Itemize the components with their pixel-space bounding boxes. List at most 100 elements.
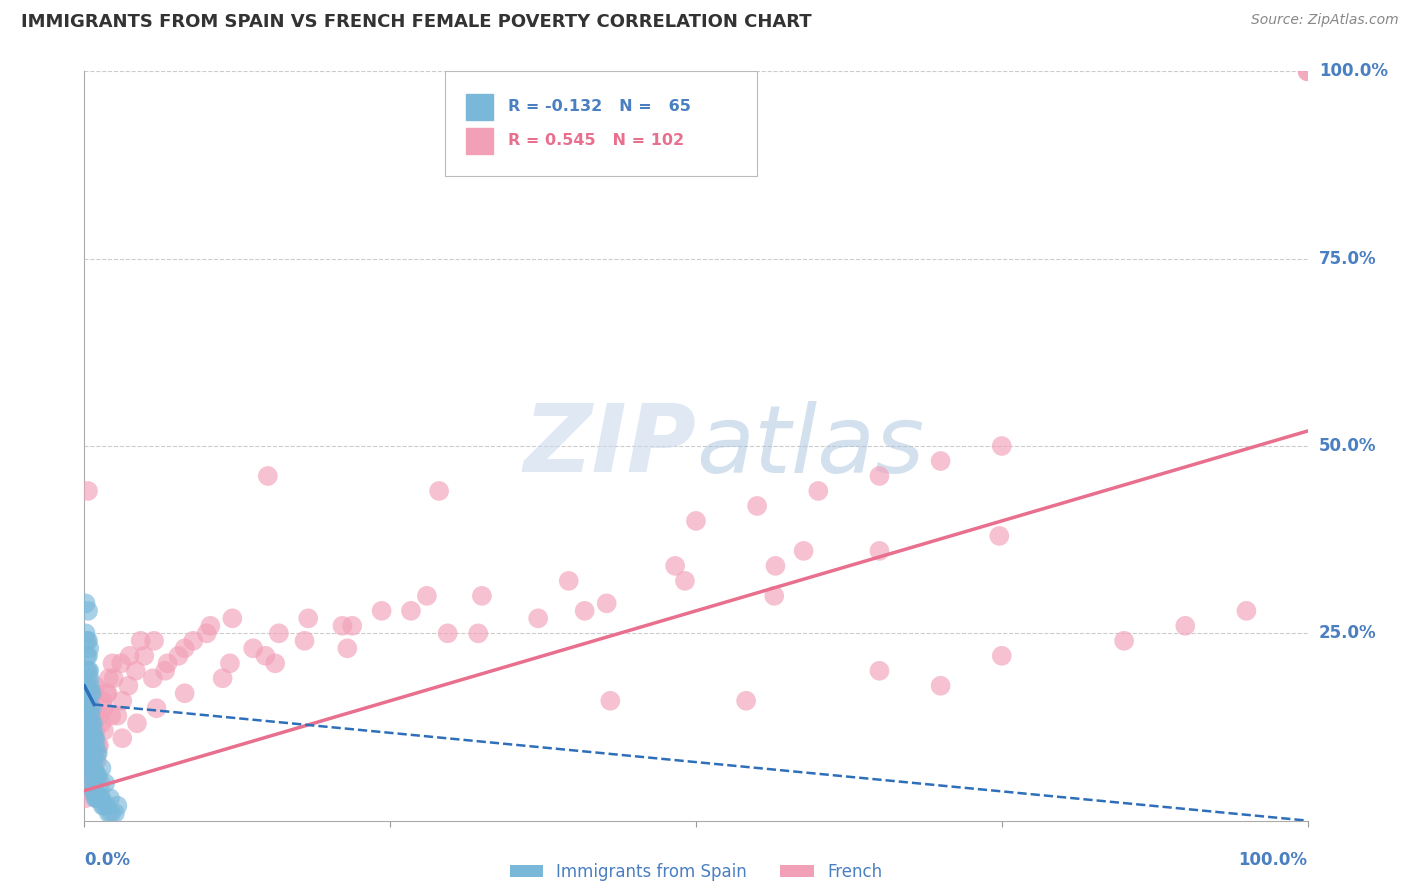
Point: [869, 664, 891, 678]
Point: [77, 483, 100, 498]
Bar: [465, 128, 494, 153]
Point: [93, 701, 115, 715]
Point: [125, 716, 148, 731]
Point: [87, 791, 110, 805]
Point: [142, 671, 165, 685]
Text: atlas: atlas: [696, 401, 924, 491]
Point: [80, 708, 103, 723]
Point: [86, 746, 108, 760]
Point: [87, 746, 110, 760]
Point: [117, 679, 139, 693]
Point: [110, 657, 132, 671]
Point: [111, 694, 134, 708]
Point: [599, 694, 621, 708]
Text: Source: ZipAtlas.com: Source: ZipAtlas.com: [1251, 13, 1399, 28]
Point: [83, 783, 105, 797]
Text: 100.0%: 100.0%: [1319, 62, 1388, 80]
Point: [294, 633, 316, 648]
Point: [527, 611, 550, 625]
Point: [98, 791, 121, 805]
Point: [156, 657, 179, 671]
Point: [75, 701, 97, 715]
Point: [200, 619, 222, 633]
Text: 75.0%: 75.0%: [1319, 250, 1376, 268]
Point: [87, 708, 110, 723]
Point: [267, 626, 290, 640]
Point: [929, 679, 952, 693]
FancyBboxPatch shape: [446, 71, 758, 177]
Point: [87, 791, 110, 805]
Point: [83, 746, 105, 760]
Point: [76, 754, 98, 768]
Point: [558, 574, 581, 588]
Point: [77, 761, 100, 775]
Point: [254, 648, 277, 663]
Point: [96, 798, 118, 813]
Point: [673, 574, 696, 588]
Point: [80, 686, 103, 700]
Point: [242, 641, 264, 656]
Point: [90, 791, 112, 805]
Point: [104, 806, 127, 821]
Point: [75, 791, 97, 805]
Point: [84, 769, 107, 783]
Point: [219, 657, 242, 671]
Point: [77, 604, 100, 618]
Text: R = -0.132   N =   65: R = -0.132 N = 65: [508, 99, 690, 114]
Point: [82, 701, 104, 715]
Point: [90, 761, 112, 775]
Point: [84, 739, 107, 753]
Point: [80, 746, 103, 760]
Point: [167, 648, 190, 663]
Point: [84, 731, 107, 746]
Point: [685, 514, 707, 528]
Point: [988, 529, 1011, 543]
Point: [143, 633, 166, 648]
Point: [84, 723, 107, 738]
Point: [105, 798, 128, 813]
Point: [869, 544, 891, 558]
Point: [332, 619, 354, 633]
Point: [100, 708, 122, 723]
Point: [76, 679, 98, 693]
Point: [77, 746, 100, 760]
Point: [75, 783, 97, 797]
Point: [76, 769, 98, 783]
Point: [84, 791, 107, 805]
Point: [77, 664, 100, 678]
Point: [436, 626, 458, 640]
Point: [76, 664, 98, 678]
Point: [89, 791, 111, 805]
Point: [173, 686, 195, 700]
Point: [77, 671, 100, 685]
Point: [765, 558, 787, 573]
Point: [929, 454, 952, 468]
Point: [264, 657, 287, 671]
Point: [97, 806, 120, 821]
Point: [77, 694, 100, 708]
Point: [118, 648, 141, 663]
Point: [111, 731, 134, 746]
Text: 25.0%: 25.0%: [1319, 624, 1376, 642]
Point: [471, 589, 494, 603]
Point: [77, 761, 100, 775]
Point: [89, 776, 111, 790]
Point: [79, 769, 101, 783]
Point: [77, 723, 100, 738]
Point: [664, 558, 686, 573]
Point: [83, 731, 105, 746]
Point: [77, 701, 100, 715]
Point: [87, 769, 110, 783]
Point: [79, 739, 101, 753]
Point: [77, 776, 100, 790]
Point: [1296, 64, 1319, 78]
Point: [76, 708, 98, 723]
Point: [80, 701, 103, 715]
Point: [80, 716, 103, 731]
Point: [793, 544, 815, 558]
Point: [87, 739, 110, 753]
Point: [101, 657, 124, 671]
Point: [77, 648, 100, 663]
Point: [83, 686, 105, 700]
Point: [297, 611, 319, 625]
